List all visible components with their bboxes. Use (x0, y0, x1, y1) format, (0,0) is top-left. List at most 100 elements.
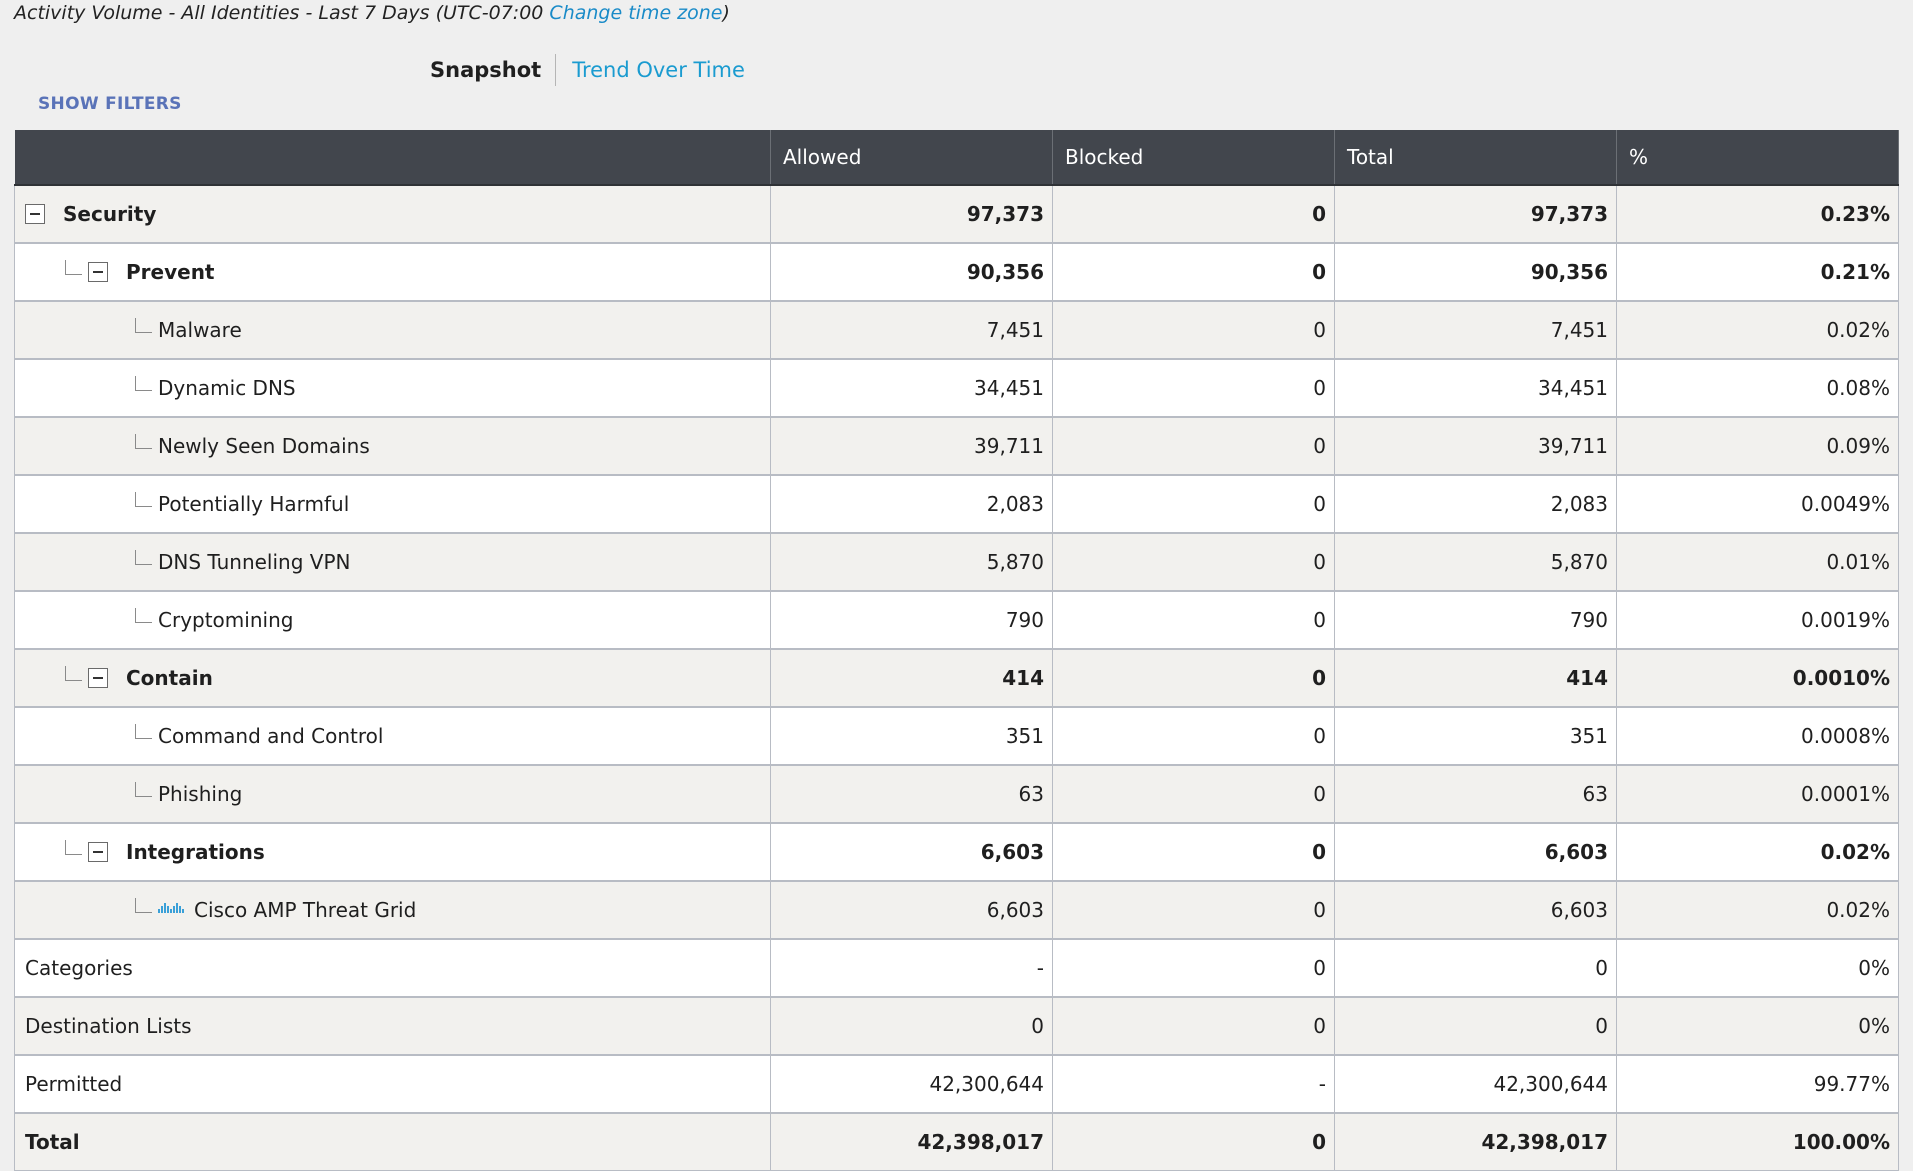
row-label-wrap: Malware (23, 302, 762, 358)
allowed-cell: 90,356 (770, 242, 1053, 302)
tree-branch-icon (135, 433, 152, 449)
total-cell: 0 (1334, 938, 1617, 998)
row-label-wrap: Command and Control (23, 708, 762, 764)
blocked-cell: 0 (1052, 416, 1335, 476)
report-title: Activity Volume - All Identities - Last … (14, 2, 730, 24)
row-label-wrap: Potentially Harmful (23, 476, 762, 532)
row-label-wrap: Newly Seen Domains (23, 418, 762, 474)
column-header-name (14, 130, 771, 186)
row-label: Integrations (126, 840, 265, 864)
row-label-cell: Integrations (14, 822, 771, 882)
blocked-cell: 0 (1052, 880, 1335, 940)
cisco-logo-bar (170, 909, 172, 913)
percent-cell: 0.0010% (1616, 648, 1899, 708)
table-header-row: Allowed Blocked Total % (14, 130, 1899, 186)
row-label-cell: Dynamic DNS (14, 358, 771, 418)
percent-cell: 0.0008% (1616, 706, 1899, 766)
row-label-wrap: Permitted (23, 1056, 762, 1112)
show-filters-button[interactable]: SHOW FILTERS (38, 94, 182, 114)
allowed-cell: 42,398,017 (770, 1112, 1053, 1171)
percent-cell: 0.09% (1616, 416, 1899, 476)
total-cell: 5,870 (1334, 532, 1617, 592)
total-cell: 6,603 (1334, 822, 1617, 882)
total-cell: 6,603 (1334, 880, 1617, 940)
cisco-logo-bar (173, 906, 175, 913)
total-cell: 34,451 (1334, 358, 1617, 418)
row-label: Malware (158, 318, 242, 342)
total-cell: 39,711 (1334, 416, 1617, 476)
row-label: Newly Seen Domains (158, 434, 370, 458)
tree-branch-icon (135, 781, 152, 797)
table-row: Dynamic DNS 34,451 0 34,451 0.08% (14, 358, 1899, 418)
tab-separator (555, 54, 557, 86)
row-label: Dynamic DNS (158, 376, 296, 400)
allowed-cell: 97,373 (770, 184, 1053, 244)
allowed-cell: 5,870 (770, 532, 1053, 592)
percent-cell: 0.08% (1616, 358, 1899, 418)
row-label-cell: Cisco AMP Threat Grid (14, 880, 771, 940)
tree-branch-icon (135, 897, 152, 913)
total-cell: 2,083 (1334, 474, 1617, 534)
total-cell: 790 (1334, 590, 1617, 650)
cisco-logo-bar (182, 909, 184, 913)
allowed-cell: 42,300,644 (770, 1054, 1053, 1114)
cisco-logo-bars (158, 903, 184, 913)
total-cell: 42,398,017 (1334, 1112, 1617, 1171)
row-label: Prevent (126, 260, 215, 284)
total-cell: 97,373 (1334, 184, 1617, 244)
row-label-cell: Command and Control (14, 706, 771, 766)
row-label-cell: DNS Tunneling VPN (14, 532, 771, 592)
table-row: Destination Lists 0 0 0 0% (14, 996, 1899, 1056)
row-label-cell: Malware (14, 300, 771, 360)
row-label: Total (25, 1130, 80, 1154)
row-label-cell: Phishing (14, 764, 771, 824)
allowed-cell: 7,451 (770, 300, 1053, 360)
percent-cell: 0.01% (1616, 532, 1899, 592)
activity-table: Allowed Blocked Total % Security 97,373 0 9… (14, 130, 1899, 1171)
row-label-wrap: Prevent (23, 244, 762, 300)
table-row: Prevent 90,356 0 90,356 0.21% (14, 242, 1899, 302)
allowed-cell: 6,603 (770, 822, 1053, 882)
table-row: Cryptomining 790 0 790 0.0019% (14, 590, 1899, 650)
row-label-wrap: Destination Lists (23, 998, 762, 1054)
minus-box-icon[interactable] (88, 262, 108, 282)
row-label: Command and Control (158, 724, 384, 748)
blocked-cell: - (1052, 1054, 1335, 1114)
total-cell: 414 (1334, 648, 1617, 708)
row-label-cell: Cryptomining (14, 590, 771, 650)
minus-box-icon[interactable] (88, 668, 108, 688)
row-label-wrap: Security (23, 186, 762, 242)
allowed-cell: 414 (770, 648, 1053, 708)
row-label: Categories (25, 956, 133, 980)
cisco-logo-bar (179, 906, 181, 913)
minus-glyph (93, 271, 103, 273)
minus-box-icon[interactable] (25, 204, 45, 224)
row-label: Potentially Harmful (158, 492, 350, 516)
report-title-close: ) (722, 2, 730, 24)
row-label-cell: Total (14, 1112, 771, 1171)
row-label-wrap: Contain (23, 650, 762, 706)
row-label-wrap: Categories (23, 940, 762, 996)
total-cell: 42,300,644 (1334, 1054, 1617, 1114)
allowed-cell: 0 (770, 996, 1053, 1056)
percent-cell: 0.02% (1616, 822, 1899, 882)
minus-glyph (30, 213, 40, 215)
tab-snapshot[interactable]: Snapshot (430, 58, 542, 82)
minus-box-icon[interactable] (88, 842, 108, 862)
row-label-wrap: Phishing (23, 766, 762, 822)
allowed-cell: 34,451 (770, 358, 1053, 418)
total-cell: 7,451 (1334, 300, 1617, 360)
report-title-text: Activity Volume - All Identities - Last … (14, 2, 544, 24)
blocked-cell: 0 (1052, 996, 1335, 1056)
tab-trend-over-time[interactable]: Trend Over Time (572, 58, 745, 82)
percent-cell: 0.21% (1616, 242, 1899, 302)
cisco-logo-bar (167, 906, 169, 913)
allowed-cell: 351 (770, 706, 1053, 766)
row-label-wrap: Dynamic DNS (23, 360, 762, 416)
percent-cell: 99.77% (1616, 1054, 1899, 1114)
column-header-percent: % (1616, 130, 1899, 186)
change-time-zone-link[interactable]: Change time zone (549, 2, 723, 24)
column-header-blocked: Blocked (1052, 130, 1335, 186)
total-cell: 63 (1334, 764, 1617, 824)
tree-branch-icon (135, 723, 152, 739)
